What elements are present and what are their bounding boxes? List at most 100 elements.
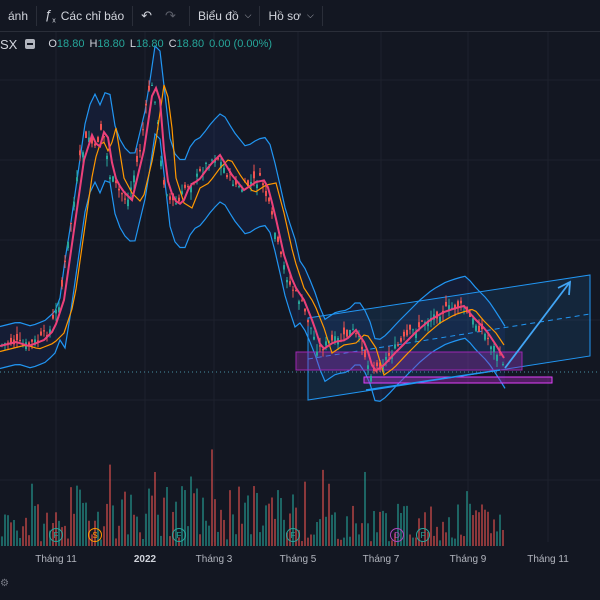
candle-body bbox=[187, 186, 189, 188]
candle-body bbox=[325, 341, 327, 346]
volume-bar bbox=[388, 541, 390, 546]
candle-body bbox=[232, 184, 234, 186]
candle-body bbox=[115, 180, 117, 184]
candle-body bbox=[184, 184, 186, 188]
function-icon: ƒx bbox=[45, 6, 56, 25]
candle-body bbox=[394, 344, 396, 349]
undo-button[interactable]: ↶ bbox=[133, 0, 165, 32]
candle-body bbox=[196, 173, 198, 177]
dividend-event-marker[interactable]: D bbox=[390, 528, 404, 542]
toolbar-separator bbox=[321, 5, 323, 26]
candle-body bbox=[403, 331, 405, 337]
time-tick: Tháng 11 bbox=[527, 554, 569, 565]
redo-button[interactable]: ↷ bbox=[165, 0, 189, 32]
profile-button[interactable]: Hồ sơ ⌵ bbox=[260, 0, 321, 32]
candle-body bbox=[106, 155, 108, 160]
volume-bar bbox=[196, 488, 198, 546]
volume-bar bbox=[325, 516, 327, 546]
volume-bar bbox=[457, 504, 459, 546]
fast-moving-average bbox=[0, 85, 505, 372]
candle-body bbox=[304, 308, 306, 312]
high-key: H bbox=[89, 38, 98, 50]
candle-body bbox=[310, 327, 312, 329]
candle-body bbox=[448, 305, 450, 311]
candle-body bbox=[151, 85, 153, 87]
earnings-event-marker[interactable]: F bbox=[49, 528, 63, 542]
time-axis[interactable]: Tháng 11 2022 Tháng 3 Tháng 5 Tháng 7 Th… bbox=[0, 542, 600, 578]
volume-bar bbox=[448, 517, 450, 546]
candle-body bbox=[469, 313, 471, 317]
volume-bar bbox=[352, 505, 354, 546]
volume-bar bbox=[7, 515, 9, 546]
volume-bar bbox=[211, 449, 213, 546]
candle-body bbox=[217, 157, 219, 160]
earnings-event-marker[interactable]: F bbox=[416, 528, 430, 542]
candle-body bbox=[307, 319, 309, 323]
candle-body bbox=[271, 211, 273, 215]
candle-body bbox=[262, 183, 264, 186]
volume-bar bbox=[208, 525, 210, 546]
candle-body bbox=[238, 186, 240, 188]
candle-body bbox=[241, 189, 243, 192]
volume-bar bbox=[124, 491, 126, 546]
earnings-event-marker[interactable]: F bbox=[172, 528, 186, 542]
candle-body bbox=[4, 343, 6, 345]
candle-body bbox=[142, 129, 144, 131]
toolbar-separator bbox=[132, 5, 134, 26]
candle-body bbox=[349, 329, 351, 337]
volume-bar bbox=[319, 519, 321, 546]
collapse-legend-icon[interactable] bbox=[25, 39, 36, 49]
chart-type-button[interactable]: Biểu đồ ⌵ bbox=[190, 0, 260, 32]
volume-bar bbox=[1, 536, 3, 546]
symbol-label[interactable]: SX bbox=[0, 36, 18, 52]
volume-bar bbox=[451, 537, 453, 546]
volume-bar bbox=[358, 534, 360, 546]
chevron-down-icon: ⌵ bbox=[307, 10, 314, 20]
candle-body bbox=[352, 328, 354, 330]
candle-body bbox=[190, 186, 192, 193]
indicators-button[interactable]: ƒx Các chỉ báo bbox=[37, 0, 132, 32]
volume-bar bbox=[466, 491, 468, 546]
candle-body bbox=[34, 339, 36, 345]
candle-body bbox=[322, 349, 324, 351]
volume-bar bbox=[40, 541, 42, 546]
volume-bar bbox=[136, 516, 138, 546]
candle-body bbox=[199, 168, 201, 171]
candle-body bbox=[346, 329, 348, 337]
candle-body bbox=[37, 340, 39, 342]
candle-body bbox=[118, 188, 120, 191]
candle-body bbox=[313, 336, 315, 340]
candle-body bbox=[298, 301, 300, 305]
candle-body bbox=[301, 300, 303, 302]
candle-body bbox=[490, 346, 492, 350]
volume-bar bbox=[367, 523, 369, 546]
volume-bar bbox=[79, 489, 81, 546]
volume-bar bbox=[103, 526, 105, 546]
close-value: 18.80 bbox=[176, 38, 205, 50]
candle-body bbox=[376, 362, 378, 366]
volume-bar bbox=[100, 539, 102, 546]
candle-body bbox=[43, 330, 45, 332]
volume-bar bbox=[127, 534, 129, 546]
candle-body bbox=[19, 339, 21, 341]
volume-bar bbox=[187, 526, 189, 546]
support-zone-lower bbox=[363, 376, 553, 384]
candle-body bbox=[85, 131, 87, 138]
split-event-marker[interactable]: S bbox=[88, 528, 102, 542]
candle-body bbox=[400, 338, 402, 342]
candle-body bbox=[502, 364, 504, 366]
prev-menu-button[interactable]: ánh bbox=[0, 0, 36, 32]
volume-bar bbox=[373, 511, 375, 546]
volume-bar bbox=[406, 505, 408, 546]
volume-bar bbox=[439, 540, 441, 546]
earnings-event-marker[interactable]: F bbox=[286, 528, 300, 542]
trend-line bbox=[365, 369, 501, 391]
candle-body bbox=[256, 184, 258, 188]
timezone-settings-icon[interactable]: ⚙ bbox=[0, 578, 9, 589]
volume-bar bbox=[253, 486, 255, 546]
volume-bar bbox=[421, 540, 423, 546]
volume-bar bbox=[502, 529, 504, 546]
candle-body bbox=[16, 334, 18, 341]
candle-body bbox=[247, 180, 249, 186]
